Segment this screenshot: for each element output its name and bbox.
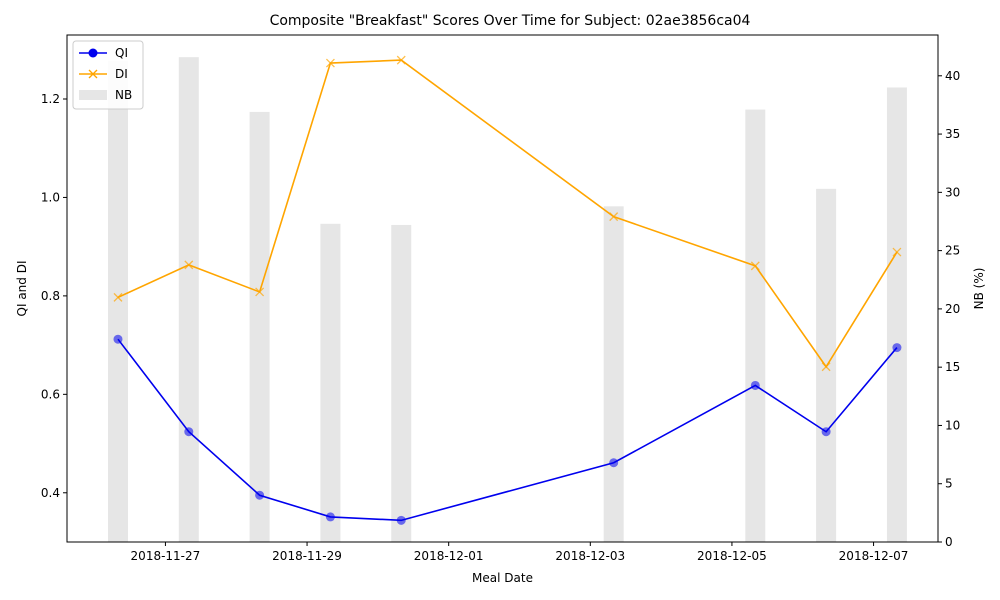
y-right-tick-label: 25 [945,244,960,258]
qi-point [892,343,902,353]
series-lines [113,55,902,525]
qi-point [609,458,619,468]
qi-point [396,515,406,525]
legend: QI DI NB [72,40,144,110]
y-left-tick-label: 0.6 [41,387,60,401]
legend-item-di: DI [79,67,128,81]
nb-bar [178,57,199,542]
nb-bar [320,223,341,543]
qi-point [750,380,760,390]
y-left-tick-label: 1.2 [41,92,60,106]
y-left-tick-label: 0.8 [41,289,60,303]
di-point [821,362,831,372]
qi-point [325,512,335,522]
qi-point [113,334,123,344]
di-point [325,58,335,68]
qi-point [184,427,194,437]
x-tick-label: 2018-12-01 [414,549,484,563]
x-tick-label: 2018-12-03 [555,549,625,563]
y-left-tick-label: 0.4 [41,486,60,500]
y-axis-right-label: NB (%) [972,268,986,310]
y-axis-left-label: QI and DI [15,261,29,317]
x-tick-label: 2018-12-05 [697,549,767,563]
y-right-tick-label: 0 [945,535,953,549]
nb-bar [391,224,412,542]
y-right-tick-label: 5 [945,477,953,491]
y-right-tick-label: 30 [945,185,960,199]
chart-title: Composite "Breakfast" Scores Over Time f… [270,13,751,29]
x-axis-label: Meal Date [472,571,533,585]
y-right-tick-label: 20 [945,302,960,316]
di-point [750,261,760,271]
legend-label: NB [115,88,132,102]
y-left-tick-label: 1.0 [41,190,60,204]
qi-line [117,338,898,522]
nb-bar [745,109,766,542]
qi-point [255,490,265,500]
plot-frame [66,34,939,543]
x-tick-label: 2018-12-07 [839,549,909,563]
di-point [609,212,619,222]
nb-bar [886,87,907,542]
y-right-tick-label: 35 [945,127,960,141]
y-axis-left: 0.4 0.6 0.8 1.0 1.2 [41,92,67,500]
legend-item-qi: QI [79,46,128,60]
nb-bar [603,206,624,542]
x-tick-label: 2018-11-29 [272,549,342,563]
x-axis: 2018-11-27 2018-11-29 2018-12-01 2018-12-03… [131,542,909,563]
qi-point [821,427,831,437]
x-tick-label: 2018-11-27 [131,549,201,563]
nb-bar [107,60,128,542]
legend-label: QI [115,46,128,60]
di-point [892,247,902,257]
nb-bar [249,111,270,543]
di-line [117,59,898,369]
di-point [113,292,123,302]
di-point [255,287,265,297]
legend-label: DI [115,67,128,81]
y-axis-right: 0 5 10 15 20 25 30 35 40 [938,69,960,549]
di-point [184,260,194,270]
di-point [396,55,406,65]
nb-bars [107,57,907,543]
y-right-tick-label: 10 [945,418,960,432]
legend-item-nb: NB [79,88,132,102]
y-right-tick-label: 40 [945,69,960,83]
y-right-tick-label: 15 [945,360,960,374]
